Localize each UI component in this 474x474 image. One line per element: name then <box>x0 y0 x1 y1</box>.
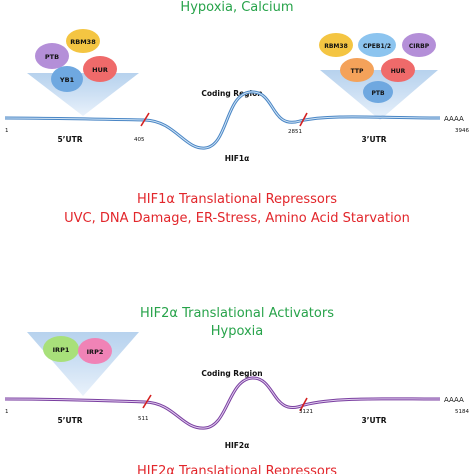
protein-irp1 <box>43 336 79 362</box>
protein-cpeb <box>358 33 396 57</box>
hif1-cds-end-mark <box>299 112 308 127</box>
hif1-cds-start-mark <box>140 112 150 127</box>
hif1-pos-cds-start: 405 <box>134 137 145 143</box>
protein-hur <box>83 56 117 82</box>
hif2-repressor-title: HIF2α Translational Repressors <box>137 464 337 474</box>
protein-label: RBM38 <box>324 43 348 50</box>
hif2-utr5-label: 5’UTR <box>57 416 82 425</box>
protein-hur <box>381 58 415 82</box>
hif1-utr5-label: 5’UTR <box>57 135 82 144</box>
protein-ptb <box>363 81 393 103</box>
hif1-gene-label: HIF1α <box>225 154 250 163</box>
protein-label: HUR <box>92 66 108 74</box>
hif1-pos-cds-end: 2851 <box>288 129 302 135</box>
protein-label: TTP <box>351 68 364 75</box>
protein-label: IRP1 <box>53 346 70 354</box>
hif1-repressor-title: HIF1α Translational Repressors <box>137 192 337 207</box>
hif2-cds-start-mark <box>142 394 152 409</box>
hif1-repressor-stimuli: UVC, DNA Damage, ER-Stress, Amino Acid S… <box>64 211 410 226</box>
hif2-utr5-binding-cone <box>27 332 139 396</box>
hif2-pos-cds-start: 511 <box>138 416 149 422</box>
protein-label: CIRBP <box>409 43 430 50</box>
hif2-mrna-highlight <box>4 377 441 429</box>
protein-label: YB1 <box>59 76 75 84</box>
hif2-cds-end-mark <box>299 397 308 412</box>
hif1-pos-start: 1 <box>5 128 9 134</box>
protein-label: RBM38 <box>70 38 96 46</box>
hif1-utr5-protein-cluster: RBM38 PTB HUR YB1 <box>35 29 117 92</box>
protein-label: PTB <box>371 90 384 97</box>
hif1-utr3-label: 3’UTR <box>361 135 386 144</box>
protein-rbm38 <box>66 29 100 53</box>
hif1-polya: AAAA <box>444 115 464 123</box>
hif2-pos-start: 1 <box>5 409 9 415</box>
protein-ttp <box>340 58 374 82</box>
hif1-utr5-binding-cone <box>27 73 139 116</box>
hif2-pos-end: 5184 <box>455 409 469 415</box>
hif1-coding-region-label: Coding Region <box>201 89 262 98</box>
protein-irp2 <box>78 338 112 364</box>
hif2-utr3-label: 3’UTR <box>361 416 386 425</box>
hif2-coding-region-label: Coding Region <box>201 369 262 378</box>
protein-ptb <box>35 43 69 69</box>
protein-label: IRP2 <box>87 348 104 356</box>
protein-yb1 <box>51 66 83 92</box>
protein-label: PTB <box>45 53 59 61</box>
hif1-utr3-protein-cluster: RBM38 CPEB1/2 CIRBP TTP HUR PTB <box>319 33 436 103</box>
hif1-top-stimuli: Hypoxia, Calcium <box>180 0 293 15</box>
hif2-activator-stimuli: Hypoxia <box>211 324 264 339</box>
protein-rbm38 <box>319 33 353 57</box>
hif2-polya: AAAA <box>444 396 464 404</box>
hif2-gene-label: HIF2α <box>225 441 250 450</box>
protein-cirbp <box>402 33 436 57</box>
hif2-utr5-protein-cluster: IRP1 IRP2 <box>43 336 112 364</box>
protein-label: CPEB1/2 <box>363 43 391 50</box>
hif1-mrna-highlight <box>4 91 441 149</box>
hif2-pos-cds-end: 3121 <box>299 409 313 415</box>
hif1-pos-end: 3946 <box>455 128 469 134</box>
hif2-activator-title: HIF2α Translational Activators <box>140 306 334 321</box>
protein-label: HUR <box>391 68 406 75</box>
